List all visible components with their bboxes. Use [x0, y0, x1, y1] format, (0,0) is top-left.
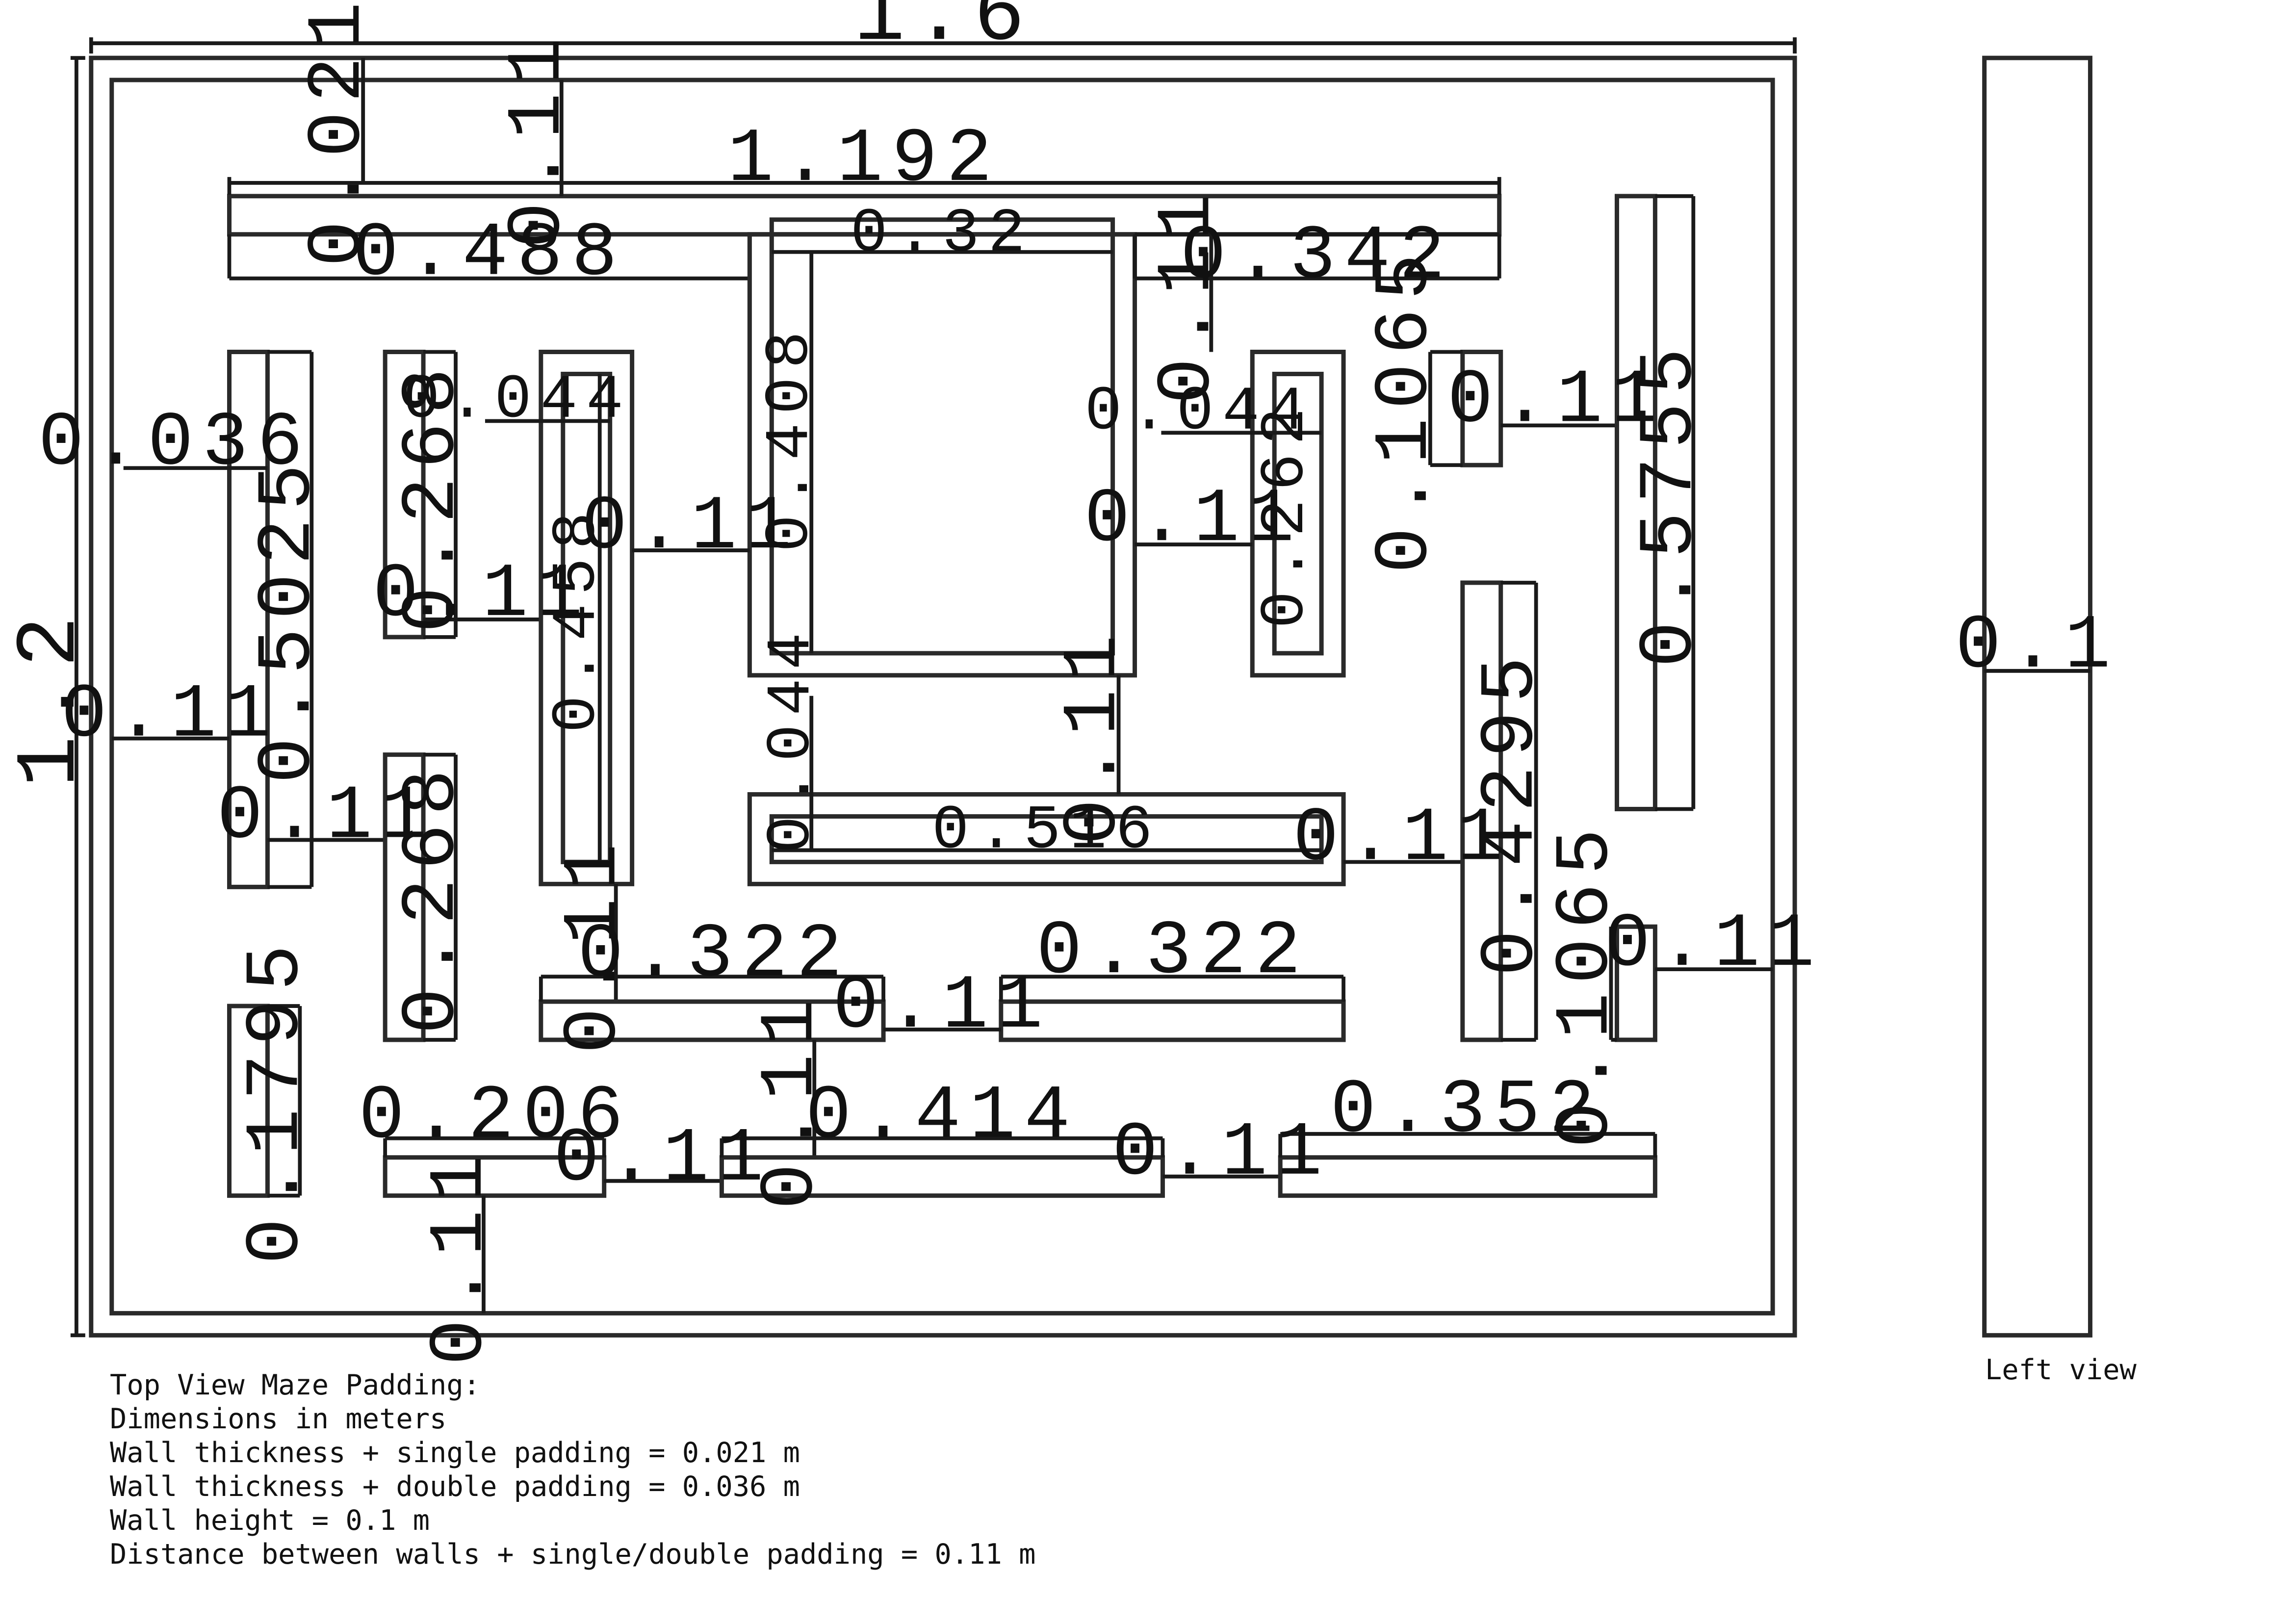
- label-0322-right: 0.322: [1036, 908, 1310, 995]
- left-view-caption: Left view: [1985, 1354, 2137, 1386]
- label-0021: 0.021: [295, 0, 382, 267]
- label-0322-left: 0.322: [578, 911, 851, 998]
- wall-small-right-bottom: [1614, 924, 1657, 1042]
- box-262-inner: [1272, 371, 1324, 656]
- label-011-342: 0.11: [1144, 185, 1231, 404]
- note-line: Distance between walls + single/double p…: [110, 1538, 1036, 1571]
- wall-right-tall: [1614, 194, 1657, 812]
- wall-left-lower-short: [383, 752, 426, 1042]
- label-011-left-lower: 0.11: [217, 773, 436, 860]
- wall-left-tall: [227, 350, 270, 889]
- label-0488: 0.488: [353, 210, 626, 297]
- label-011-center-bottom: 0.11: [1051, 626, 1137, 845]
- label-0458: 0.458: [542, 503, 613, 733]
- label-01065-bottom: 0.1065: [1543, 820, 1630, 1148]
- label-0044-bottom: 0.044: [757, 624, 827, 853]
- label-032: 0.32: [851, 199, 1034, 269]
- label-0206: 0.206: [359, 1073, 632, 1160]
- wall-352: [1278, 1155, 1657, 1198]
- label-05755: 0.5755: [1626, 339, 1713, 668]
- wall-322-right: [999, 999, 1346, 1042]
- wall-322-left: [539, 999, 886, 1042]
- label-011-left-mid: 0.11: [373, 551, 592, 638]
- box-516-inner: [769, 814, 1324, 864]
- label-0352: 0.352: [1330, 1067, 1603, 1154]
- label-0044-left: 0.044: [403, 365, 632, 435]
- note-line: Dimensions in meters: [110, 1403, 447, 1435]
- label-0268-top: 0.268: [389, 359, 476, 632]
- label-011-bottom: 0.11: [417, 1147, 504, 1366]
- label-011-458-right: 0.11: [582, 484, 800, 570]
- wall-small-right-top: [1460, 350, 1503, 467]
- label-011-right-bottom: 0.11: [1604, 901, 1823, 988]
- label-011-414-gap: 0.11: [1112, 1110, 1331, 1197]
- label-0262: 0.262: [1251, 399, 1321, 628]
- wall-206: [383, 1155, 607, 1198]
- label-0516: 0.516: [932, 796, 1161, 866]
- box-262-outer: [1250, 350, 1346, 678]
- notes-block: Top View Maze Padding: Dimensions in met…: [110, 1368, 1035, 1572]
- label-0408: 0.408: [755, 323, 826, 552]
- wall-right-middle: [1460, 580, 1503, 1042]
- label-outer-height: 1.2: [3, 607, 100, 787]
- label-0414: 0.414: [805, 1073, 1079, 1160]
- label-01795: 0.1795: [233, 936, 320, 1264]
- label-011-458-bottom: 0.11: [551, 835, 638, 1054]
- label-011-516-right: 0.11: [1293, 795, 1512, 882]
- label-011-top: 0.11: [495, 29, 582, 248]
- label-01065-top: 0.1065: [1362, 245, 1449, 573]
- box-516-outer: [747, 792, 1346, 886]
- box-458-outer: [539, 350, 635, 886]
- label-011-right-top: 0.11: [1447, 357, 1666, 444]
- label-1192: 1.192: [727, 116, 1001, 203]
- wall-1795: [227, 1004, 270, 1198]
- label-011-left-wall: 0.11: [61, 672, 280, 759]
- label-0342: 0.342: [1180, 213, 1453, 300]
- label-011-322-gap: 0.11: [833, 963, 1052, 1050]
- center-box-inner: [769, 217, 1115, 656]
- label-011-414-top: 0.11: [748, 991, 834, 1210]
- label-011-206-gap: 0.11: [554, 1116, 773, 1203]
- wall-left-upper-short: [383, 350, 426, 640]
- note-line: Wall thickness + single padding = 0.021 …: [110, 1437, 800, 1469]
- note-line: Wall thickness + double padding = 0.036 …: [110, 1470, 800, 1503]
- label-0036: 0.036: [38, 400, 311, 487]
- box-458-inner: [561, 371, 613, 864]
- label-05025: 0.5025: [245, 455, 332, 783]
- center-box-outer: [747, 232, 1137, 678]
- label-011-center-right: 0.11: [1084, 476, 1303, 563]
- note-line: Wall height = 0.1 m: [110, 1504, 430, 1537]
- label-04295: 0.4295: [1468, 648, 1555, 976]
- outer-wall: [89, 55, 1797, 1338]
- inner-boundary: [109, 77, 1775, 1315]
- label-outer-width: 1.6: [854, 0, 1034, 65]
- left-view-wall: [1982, 55, 2092, 1338]
- label-0268-bottom: 0.268: [389, 761, 476, 1034]
- label-left-view-width: 0.1: [1955, 603, 2119, 690]
- label-0044-right: 0.044: [1085, 377, 1315, 447]
- note-line: Top View Maze Padding:: [110, 1369, 480, 1401]
